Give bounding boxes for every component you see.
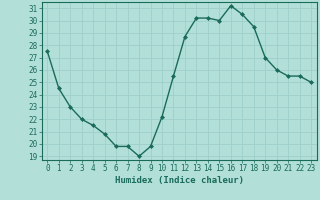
X-axis label: Humidex (Indice chaleur): Humidex (Indice chaleur) (115, 176, 244, 185)
